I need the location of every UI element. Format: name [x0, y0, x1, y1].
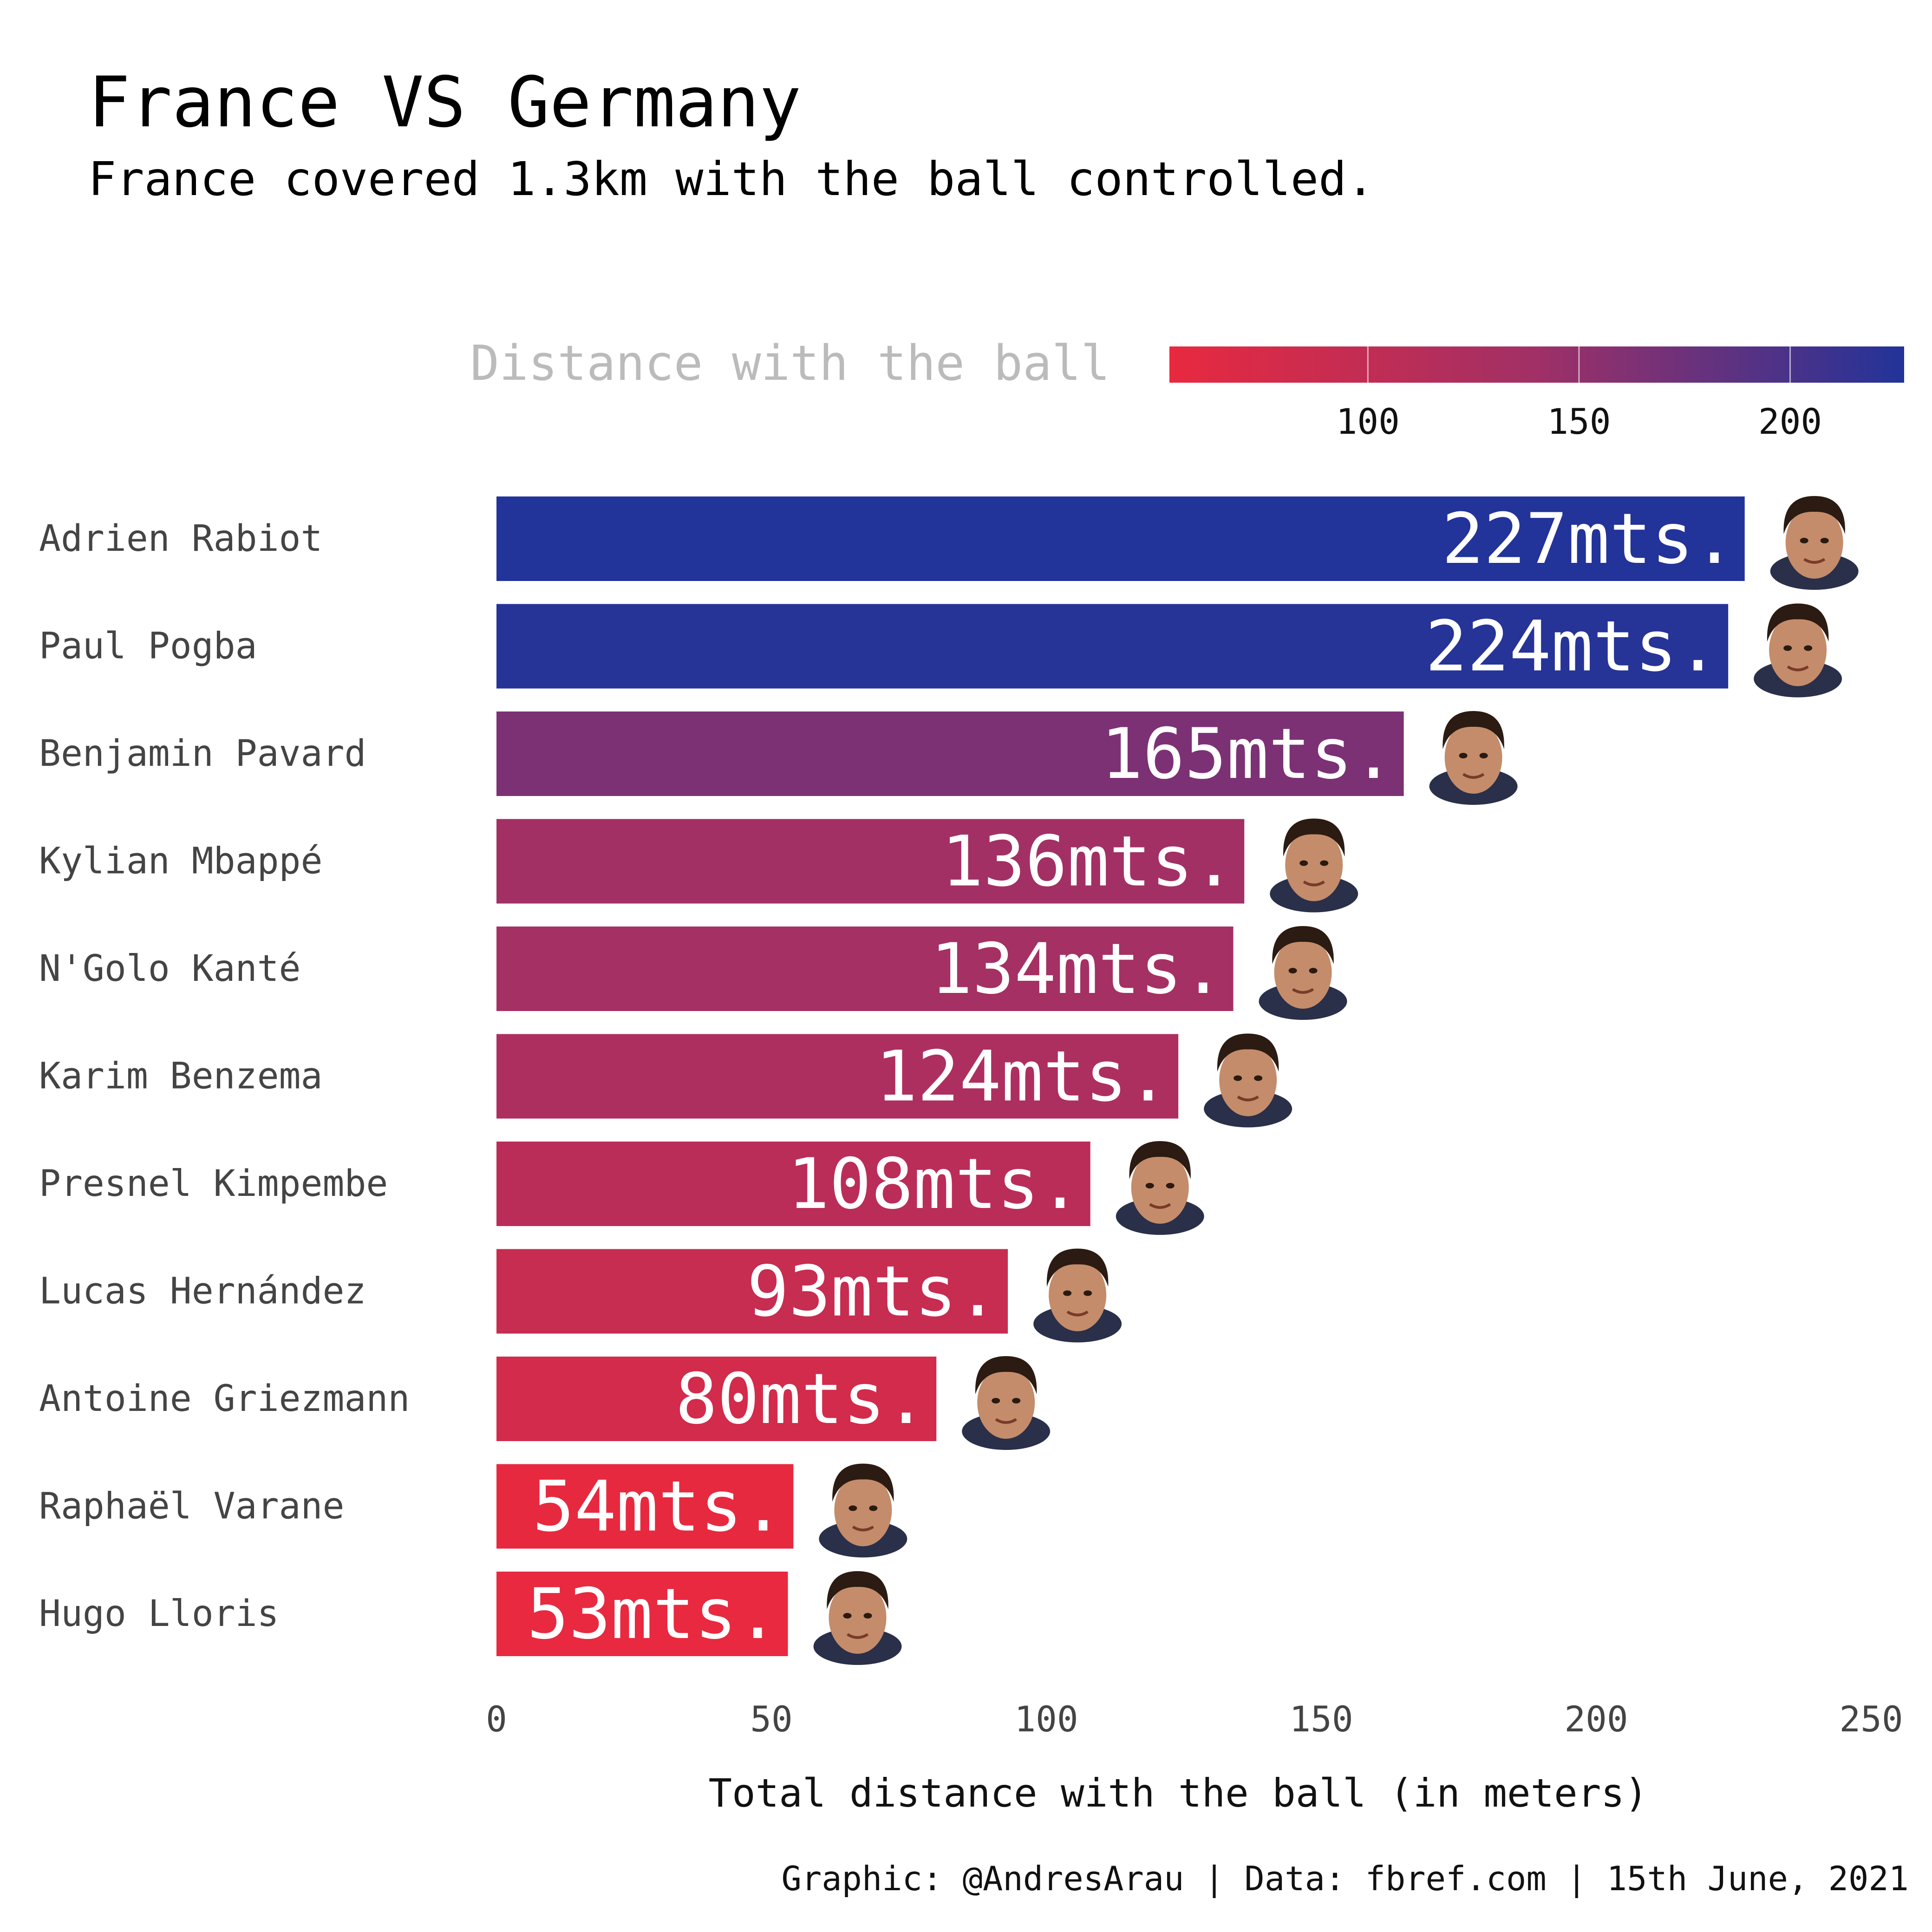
- value-label: 134mts.: [930, 929, 1224, 1010]
- x-tick-label: 0: [486, 1698, 507, 1740]
- bar-row: N'Golo Kanté 134mts.: [39, 926, 1347, 1020]
- x-tick-label: 150: [1289, 1698, 1353, 1740]
- legend-title: Distance with the ball: [470, 335, 1110, 392]
- category-label: Adrien Rabiot: [39, 518, 322, 560]
- category-label: Antoine Griezmann: [39, 1378, 410, 1420]
- bar: [496, 1249, 1008, 1334]
- x-tick-label: 250: [1839, 1698, 1903, 1740]
- value-label: 54mts.: [533, 1467, 784, 1547]
- category-label: Presnel Kimpembe: [39, 1163, 388, 1205]
- bar-row: Karim Benzema 124mts.: [39, 1033, 1292, 1128]
- bar-row: Lucas Hernández 93mts.: [39, 1248, 1122, 1343]
- player-face-icon: [1270, 818, 1358, 913]
- category-label: Karim Benzema: [39, 1056, 322, 1097]
- bar: [496, 1034, 1179, 1119]
- bar: [496, 819, 1245, 904]
- bar: [496, 927, 1234, 1011]
- player-face-icon: [813, 1571, 902, 1665]
- player-face-icon: [1754, 603, 1842, 698]
- value-label: 136mts.: [941, 822, 1235, 902]
- player-face-icon: [1204, 1033, 1292, 1128]
- chart-subtitle: France covered 1.3km with the ball contr…: [88, 152, 1374, 206]
- bar-row: Adrien Rabiot 227mts.: [39, 496, 1859, 590]
- category-label: Hugo Lloris: [39, 1593, 279, 1635]
- bar-row: Kylian Mbappé 136mts.: [39, 818, 1358, 913]
- value-label: 224mts.: [1425, 607, 1719, 687]
- player-face-icon: [1116, 1141, 1204, 1235]
- bar: [496, 1464, 794, 1549]
- category-label: Benjamin Pavard: [39, 733, 366, 775]
- bar-row: Benjamin Pavard 165mts.: [39, 711, 1518, 805]
- bar-row: Presnel Kimpembe 108mts.: [39, 1141, 1204, 1235]
- category-label: N'Golo Kanté: [39, 948, 301, 990]
- x-axis-title: Total distance with the ball (in meters): [709, 1770, 1648, 1816]
- player-face-icon: [1429, 711, 1518, 805]
- value-label: 53mts.: [527, 1574, 779, 1655]
- value-label: 93mts.: [747, 1252, 999, 1332]
- bar-row: Antoine Griezmann 80mts.: [39, 1356, 1051, 1450]
- bar-row: Hugo Lloris 53mts.: [39, 1571, 902, 1665]
- legend-tick-label: 100: [1336, 401, 1400, 442]
- value-label: 165mts.: [1101, 714, 1394, 795]
- player-face-icon: [1033, 1248, 1122, 1343]
- bar-row: Paul Pogba 224mts.: [39, 603, 1842, 698]
- bar: [496, 711, 1404, 796]
- value-label: 80mts.: [675, 1359, 927, 1440]
- player-face-icon: [1259, 926, 1347, 1020]
- category-label: Raphaël Varane: [39, 1486, 344, 1527]
- bar: [496, 1357, 937, 1441]
- value-label: 227mts.: [1442, 499, 1736, 580]
- category-label: Paul Pogba: [39, 626, 257, 667]
- x-tick-label: 200: [1564, 1698, 1628, 1740]
- x-tick-label: 50: [750, 1698, 793, 1740]
- player-face-icon: [819, 1463, 907, 1558]
- player-face-icon: [1770, 496, 1859, 590]
- legend: Distance with the ball 100 150 200: [470, 335, 1904, 442]
- bar: [496, 496, 1745, 581]
- bar: [496, 604, 1729, 689]
- value-label: 108mts.: [788, 1144, 1081, 1225]
- chart-title: France VS Germany: [88, 62, 801, 143]
- bar-row: Raphaël Varane 54mts.: [39, 1463, 907, 1558]
- player-face-icon: [962, 1356, 1051, 1450]
- caption: Graphic: @AndresArau | Data: fbref.com |…: [782, 1859, 1909, 1899]
- value-label: 124mts.: [875, 1037, 1169, 1117]
- category-label: Kylian Mbappé: [39, 841, 322, 882]
- legend-tick-label: 200: [1758, 401, 1822, 442]
- legend-ticks: 100 150 200: [1336, 346, 1822, 442]
- legend-tick-label: 150: [1547, 401, 1611, 442]
- bars: Adrien Rabiot 227mts. Paul Pogba 224mts. Ben…: [39, 496, 1859, 1665]
- category-label: Lucas Hernández: [39, 1271, 366, 1312]
- x-tick-label: 100: [1014, 1698, 1078, 1740]
- legend-color-bar: [1169, 346, 1904, 383]
- bar: [496, 1142, 1090, 1226]
- x-axis: 0 50 100 150 200 250: [486, 1698, 1903, 1740]
- bar: [496, 1572, 788, 1656]
